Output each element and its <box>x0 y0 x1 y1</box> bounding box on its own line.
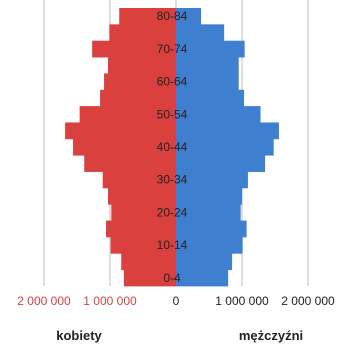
bar-male-55-59 <box>176 89 244 107</box>
age-label-0-4: 0-4 <box>163 271 181 285</box>
bar-male-80-84 <box>176 8 202 25</box>
age-label-10-14: 10-14 <box>157 238 188 252</box>
male-bars <box>176 8 279 287</box>
bar-male-45-49 <box>176 122 279 140</box>
x-axis-tick-labels: 2 000 000 1 000 000 0 1 000 000 2 000 000 <box>17 294 335 308</box>
bar-female-5-9 <box>121 253 176 271</box>
bar-male-35-39 <box>176 155 266 172</box>
bar-female-40-44 <box>73 138 176 156</box>
bar-female-25-29 <box>108 187 176 205</box>
bar-male-75-79 <box>176 24 225 42</box>
age-label-80-84: 80-84 <box>157 9 188 23</box>
age-label-20-24: 20-24 <box>157 205 188 219</box>
bar-female-65-69 <box>108 57 176 74</box>
bar-female-70-74 <box>92 40 176 58</box>
bar-male-65-69 <box>176 57 239 74</box>
x-tick-label-3: 1 000 000 <box>215 294 269 308</box>
bar-female-80-84 <box>119 8 176 25</box>
age-label-40-44: 40-44 <box>157 140 188 154</box>
female-series-label: kobiety <box>56 328 102 343</box>
bar-male-10-14 <box>176 236 243 254</box>
bar-male-70-74 <box>176 40 245 58</box>
bar-female-60-64 <box>104 73 176 91</box>
bar-female-15-19 <box>106 220 176 238</box>
bar-male-30-34 <box>176 171 248 189</box>
bar-female-55-59 <box>100 89 176 107</box>
bar-female-0-4 <box>123 269 176 287</box>
x-tick-label-2: 0 <box>173 294 180 308</box>
x-tick-label-1: 1 000 000 <box>83 294 137 308</box>
age-label-70-74: 70-74 <box>157 42 188 56</box>
bar-female-45-49 <box>65 122 176 140</box>
bar-male-5-9 <box>176 253 233 271</box>
x-tick-label-0: 2 000 000 <box>17 294 71 308</box>
age-label-50-54: 50-54 <box>157 107 188 121</box>
age-group-labels: 0-4 10-14 20-24 30-34 40-44 50-54 60-64 70-74 80… <box>157 9 188 285</box>
bar-female-75-79 <box>109 24 176 42</box>
female-bars <box>65 8 176 287</box>
male-series-label: mężczyźni <box>239 328 303 343</box>
bar-male-40-44 <box>176 138 274 156</box>
age-label-60-64: 60-64 <box>157 75 188 89</box>
bar-female-30-34 <box>102 171 176 189</box>
bar-female-35-39 <box>84 155 176 172</box>
bar-female-50-54 <box>79 106 176 123</box>
bar-male-50-54 <box>176 106 261 123</box>
bar-male-15-19 <box>176 220 247 238</box>
bar-female-10-14 <box>110 236 176 254</box>
age-label-30-34: 30-34 <box>157 173 188 187</box>
bar-male-0-4 <box>176 269 229 287</box>
bar-male-25-29 <box>176 187 242 205</box>
bar-male-20-24 <box>176 204 241 221</box>
bar-female-20-24 <box>111 204 176 221</box>
x-tick-label-4: 2 000 000 <box>281 294 335 308</box>
bar-male-60-64 <box>176 73 239 91</box>
